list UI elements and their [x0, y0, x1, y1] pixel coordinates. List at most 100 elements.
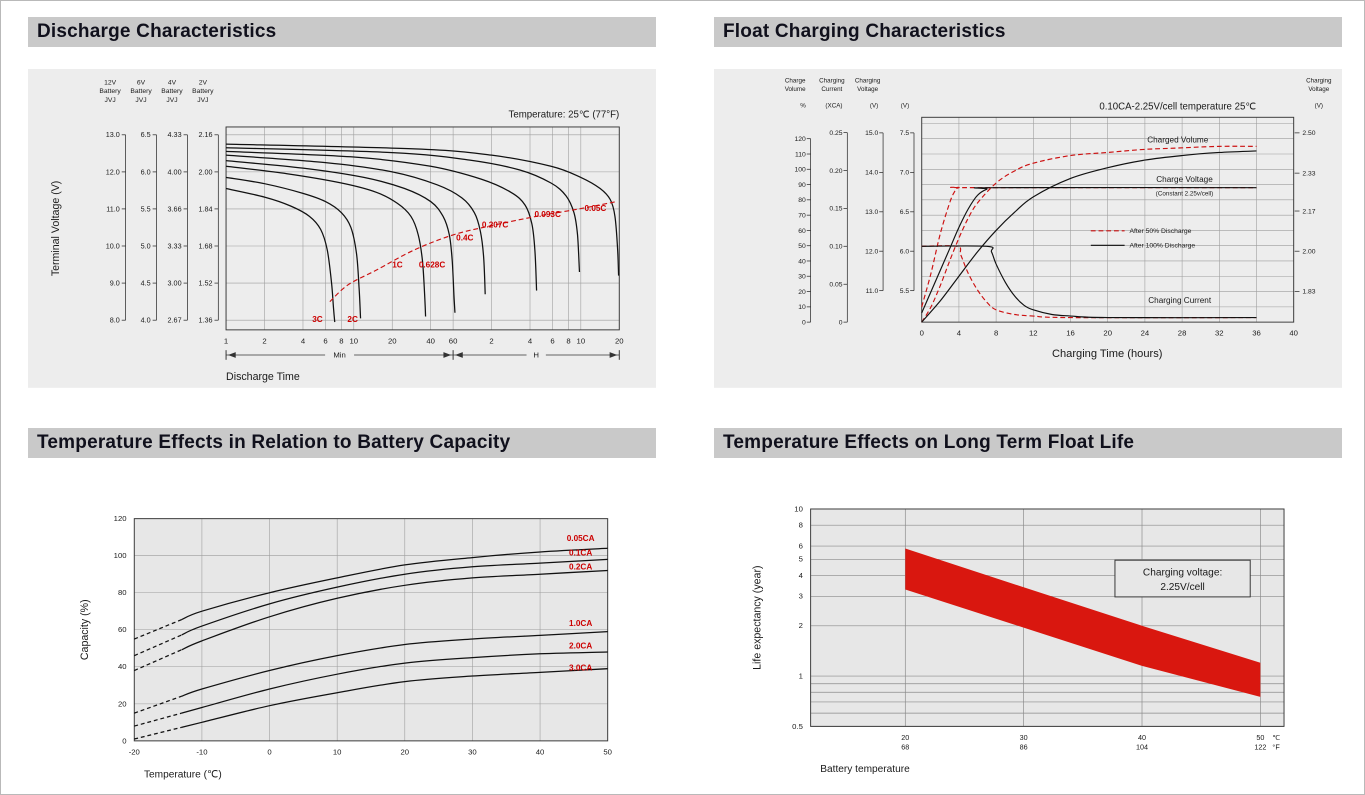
- svg-text:0.4C: 0.4C: [456, 233, 473, 242]
- svg-text:14.0: 14.0: [865, 170, 878, 177]
- panel-float-charging-characteristics: Float Charging Characteristics Charge Vol…: [714, 17, 1342, 388]
- temperature-axis-label: Temperature (℃): [144, 769, 222, 780]
- discharge-section-header: Discharge Characteristics: [28, 17, 656, 47]
- svg-text:JVJ: JVJ: [104, 97, 115, 104]
- svg-text:1: 1: [799, 671, 803, 680]
- svg-text:20: 20: [798, 289, 806, 296]
- svg-text:JVJ: JVJ: [135, 97, 146, 104]
- svg-text:0.25: 0.25: [829, 130, 842, 137]
- svg-text:4: 4: [957, 329, 962, 338]
- svg-text:36: 36: [1252, 329, 1261, 338]
- svg-text:13.0: 13.0: [865, 209, 878, 216]
- svg-text:Charging: Charging: [819, 78, 845, 85]
- svg-text:0.10: 0.10: [829, 244, 842, 251]
- svg-text:Charge: Charge: [785, 78, 806, 85]
- svg-text:4: 4: [301, 336, 306, 345]
- float-left-axes: ChargeVolume%120110100908070605040302010…: [785, 78, 915, 326]
- svg-text:0: 0: [920, 329, 924, 338]
- svg-text:11.0: 11.0: [106, 204, 120, 213]
- svg-text:10: 10: [349, 336, 358, 345]
- discharge-chart-area: 12V Battery JVJ 13.0 12.0 11.0 10.0 9.0 8.0 6V Bat…: [28, 47, 656, 388]
- svg-text:11.0: 11.0: [866, 288, 879, 295]
- svg-text:30: 30: [798, 274, 806, 281]
- svg-text:1.0CA: 1.0CA: [569, 619, 592, 628]
- panel-temperature-capacity: Temperature Effects in Relation to Batte…: [28, 427, 656, 787]
- svg-text:8: 8: [799, 520, 803, 529]
- svg-text:0.2CA: 0.2CA: [569, 562, 592, 571]
- svg-text:2.16: 2.16: [198, 130, 212, 139]
- svg-text:0: 0: [267, 747, 271, 756]
- svg-text:3.00: 3.00: [168, 279, 182, 288]
- capacity-curves: [134, 547, 608, 740]
- svg-text:1.83: 1.83: [1302, 289, 1315, 296]
- svg-text:0.093C: 0.093C: [534, 210, 561, 219]
- svg-text:50: 50: [1256, 733, 1264, 742]
- terminal-voltage-axis-label: Terminal Voltage (V): [50, 181, 62, 277]
- svg-text:℃: ℃: [1272, 733, 1280, 742]
- svg-text:Charged Volume: Charged Volume: [1147, 135, 1209, 144]
- svg-text:15.0: 15.0: [865, 130, 878, 137]
- float-life-section-header: Temperature Effects on Long Term Float L…: [714, 427, 1342, 458]
- svg-text:(V): (V): [870, 103, 878, 110]
- discharge-knee-line: [329, 200, 618, 303]
- svg-text:100: 100: [114, 551, 127, 560]
- plot-border: [810, 508, 1285, 727]
- svg-text:2.17: 2.17: [1302, 208, 1315, 215]
- svg-text:10.0: 10.0: [106, 241, 120, 250]
- svg-text:Charge Voltage: Charge Voltage: [1156, 175, 1213, 184]
- plot-border: [133, 517, 609, 742]
- svg-text:0.05CA: 0.05CA: [567, 534, 595, 543]
- svg-text:4.5: 4.5: [141, 279, 151, 288]
- svg-text:0.05: 0.05: [829, 282, 842, 289]
- svg-text:Voltage: Voltage: [1308, 86, 1329, 93]
- float-life-section-title: Temperature Effects on Long Term Float L…: [723, 431, 1135, 453]
- svg-text:2: 2: [489, 336, 493, 345]
- svg-text:60: 60: [449, 336, 458, 345]
- svg-text:Min: Min: [333, 351, 345, 360]
- charging-time-axis-label: Charging Time (hours): [1052, 348, 1163, 360]
- discharge-section-title: Discharge Characteristics: [37, 21, 277, 42]
- svg-text:24: 24: [1141, 329, 1150, 338]
- float-charging-section-header: Float Charging Characteristics: [714, 17, 1342, 47]
- svg-text:4.00: 4.00: [168, 167, 182, 176]
- svg-text:0.20: 0.20: [829, 168, 842, 175]
- svg-text:6: 6: [550, 336, 554, 345]
- svg-text:4: 4: [799, 571, 804, 580]
- charging-voltage-callout-line1: Charging voltage:: [1143, 567, 1222, 578]
- svg-text:5.5: 5.5: [141, 204, 151, 213]
- svg-text:70: 70: [798, 212, 806, 219]
- figure-background: [28, 69, 656, 388]
- svg-text:2.0CA: 2.0CA: [569, 641, 592, 650]
- svg-text:0.05C: 0.05C: [584, 204, 606, 213]
- svg-text:7.5: 7.5: [900, 130, 910, 137]
- svg-text:20: 20: [401, 747, 410, 756]
- discharge-x-ticks: 1 2 4 6 8 10 20 40 60 2 4 6 8 10 20: [224, 336, 624, 345]
- svg-text:1.36: 1.36: [198, 316, 212, 325]
- svg-text:50: 50: [603, 747, 612, 756]
- life-expectancy-band: [905, 548, 1261, 697]
- svg-text:12.0: 12.0: [865, 249, 878, 256]
- svg-text:10: 10: [794, 504, 803, 513]
- svg-text:6.5: 6.5: [141, 130, 151, 139]
- svg-text:20: 20: [1103, 329, 1112, 338]
- discharge-voltage-scales: 12V Battery JVJ 13.0 12.0 11.0 10.0 9.0 8.0 6V Bat…: [99, 79, 219, 325]
- svg-text:4V: 4V: [168, 79, 177, 86]
- svg-text:°F: °F: [1272, 742, 1280, 751]
- svg-text:28: 28: [1178, 329, 1187, 338]
- svg-text:120: 120: [114, 514, 127, 523]
- discharge-time-unit-axis: Min H: [225, 349, 620, 361]
- svg-text:40: 40: [798, 258, 806, 265]
- svg-text:40: 40: [426, 336, 435, 345]
- svg-text:JVJ: JVJ: [197, 97, 208, 104]
- svg-text:0.628C: 0.628C: [419, 261, 446, 270]
- svg-text:1.84: 1.84: [198, 204, 212, 213]
- svg-text:Current: Current: [821, 86, 842, 93]
- plot-border: [921, 116, 1295, 323]
- svg-text:13.0: 13.0: [106, 130, 120, 139]
- svg-text:100: 100: [795, 167, 807, 174]
- svg-text:3: 3: [799, 592, 803, 601]
- svg-text:5: 5: [799, 555, 803, 564]
- svg-text:3C: 3C: [312, 315, 323, 324]
- temperature-capacity-chart: 0 20 40 60 80 100 120 -20 -10 0 10 20 30 40 50 Capacity…: [79, 514, 612, 781]
- discharge-characteristics-chart: 12VBatteryJVJ13.012.011.010.09.08.06VBat…: [28, 69, 656, 388]
